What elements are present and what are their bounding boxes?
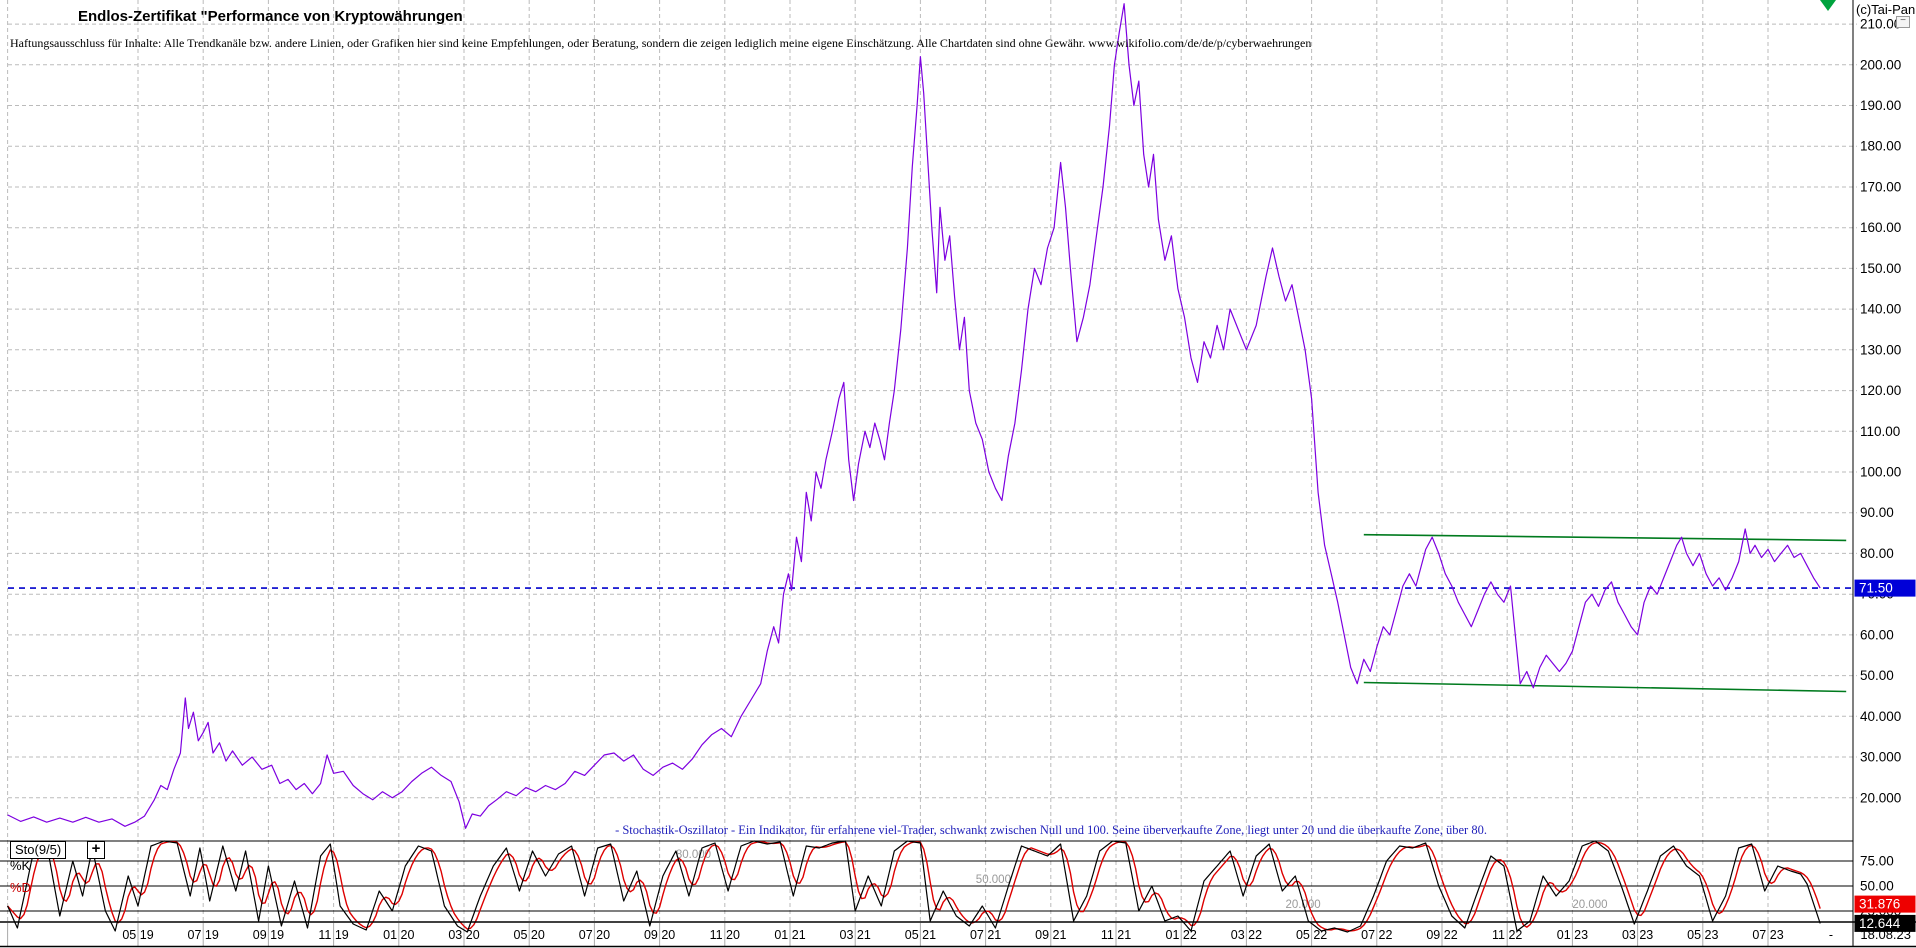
svg-text:11 21: 11 21 xyxy=(1101,928,1131,942)
svg-text:210.00: 210.00 xyxy=(1860,17,1901,32)
svg-text:05 23: 05 23 xyxy=(1687,928,1718,942)
svg-text:40.000: 40.000 xyxy=(1860,709,1901,724)
svg-text:03 20: 03 20 xyxy=(448,928,479,942)
svg-text:11 19: 11 19 xyxy=(318,928,348,942)
svg-text:03 22: 03 22 xyxy=(1231,928,1262,942)
svg-text:110.00: 110.00 xyxy=(1860,424,1900,439)
disclaimer-text: Haftungsausschluss für Inhalte: Alle Tre… xyxy=(10,36,1312,50)
svg-text:100.00: 100.00 xyxy=(1860,465,1901,480)
svg-text:90.00: 90.00 xyxy=(1860,505,1894,520)
svg-text:160.00: 160.00 xyxy=(1860,220,1901,235)
svg-text:05 21: 05 21 xyxy=(905,928,936,942)
marker-triangle-icon xyxy=(1820,0,1836,11)
copyright-label: (c)Tai-Pan xyxy=(1856,2,1916,17)
svg-text:200.00: 200.00 xyxy=(1860,57,1901,72)
svg-text:07 19: 07 19 xyxy=(188,928,219,942)
svg-text:50.000: 50.000 xyxy=(976,874,1011,886)
svg-text:190.00: 190.00 xyxy=(1860,98,1901,113)
svg-text:07 20: 07 20 xyxy=(579,928,610,942)
svg-text:01 22: 01 22 xyxy=(1166,928,1197,942)
svg-text:03 21: 03 21 xyxy=(840,928,871,942)
svg-text:31.876: 31.876 xyxy=(1859,897,1900,912)
svg-text:50.00: 50.00 xyxy=(1860,879,1894,894)
svg-text:-: - xyxy=(1829,928,1833,942)
svg-text:170.00: 170.00 xyxy=(1860,180,1901,195)
svg-text:140.00: 140.00 xyxy=(1860,302,1901,317)
svg-text:80.00: 80.00 xyxy=(1860,546,1894,561)
svg-text:11 22: 11 22 xyxy=(1492,928,1522,942)
svg-text:120.00: 120.00 xyxy=(1860,383,1901,398)
svg-text:09 21: 09 21 xyxy=(1035,928,1066,942)
svg-text:80.000: 80.000 xyxy=(676,849,711,861)
svg-text:60.00: 60.00 xyxy=(1860,627,1894,642)
svg-text:150.00: 150.00 xyxy=(1860,261,1901,276)
svg-text:75.00: 75.00 xyxy=(1860,854,1894,869)
chart-title: Endlos-Zertifikat "Performance von Krypt… xyxy=(78,8,463,25)
svg-text:07 21: 07 21 xyxy=(970,928,1001,942)
percent-d-label: %D xyxy=(10,880,31,895)
svg-text:07 22: 07 22 xyxy=(1361,928,1392,942)
svg-text:01 21: 01 21 xyxy=(774,928,805,942)
svg-text:07 23: 07 23 xyxy=(1752,928,1783,942)
svg-text:05 22: 05 22 xyxy=(1296,928,1327,942)
svg-text:11 20: 11 20 xyxy=(710,928,740,942)
svg-text:30.000: 30.000 xyxy=(1860,750,1901,765)
percent-k-label: %K xyxy=(10,858,31,873)
svg-text:20.000: 20.000 xyxy=(1860,790,1901,805)
stochastic-indicator-chip[interactable]: Sto(9/5) xyxy=(10,841,67,859)
svg-text:50.00: 50.00 xyxy=(1860,668,1894,683)
svg-text:20.000: 20.000 xyxy=(1572,899,1607,911)
svg-text:03 23: 03 23 xyxy=(1622,928,1653,942)
svg-text:05 20: 05 20 xyxy=(514,928,545,942)
svg-text:130.00: 130.00 xyxy=(1860,342,1901,357)
svg-text:05 19: 05 19 xyxy=(122,928,153,942)
stochastic-description: - Stochastik-Oszillator - Ein Indikator,… xyxy=(615,823,1487,837)
svg-text:01 23: 01 23 xyxy=(1557,928,1588,942)
svg-text:71.50: 71.50 xyxy=(1859,581,1893,596)
svg-text:09 20: 09 20 xyxy=(644,928,675,942)
svg-text:180.00: 180.00 xyxy=(1860,139,1901,154)
svg-text:09 22: 09 22 xyxy=(1426,928,1457,942)
svg-text:12.644: 12.644 xyxy=(1859,916,1901,931)
minimize-icon[interactable]: − xyxy=(1896,16,1910,28)
svg-text:01 20: 01 20 xyxy=(383,928,414,942)
add-indicator-button[interactable]: + xyxy=(87,841,105,859)
svg-text:09 19: 09 19 xyxy=(253,928,284,942)
